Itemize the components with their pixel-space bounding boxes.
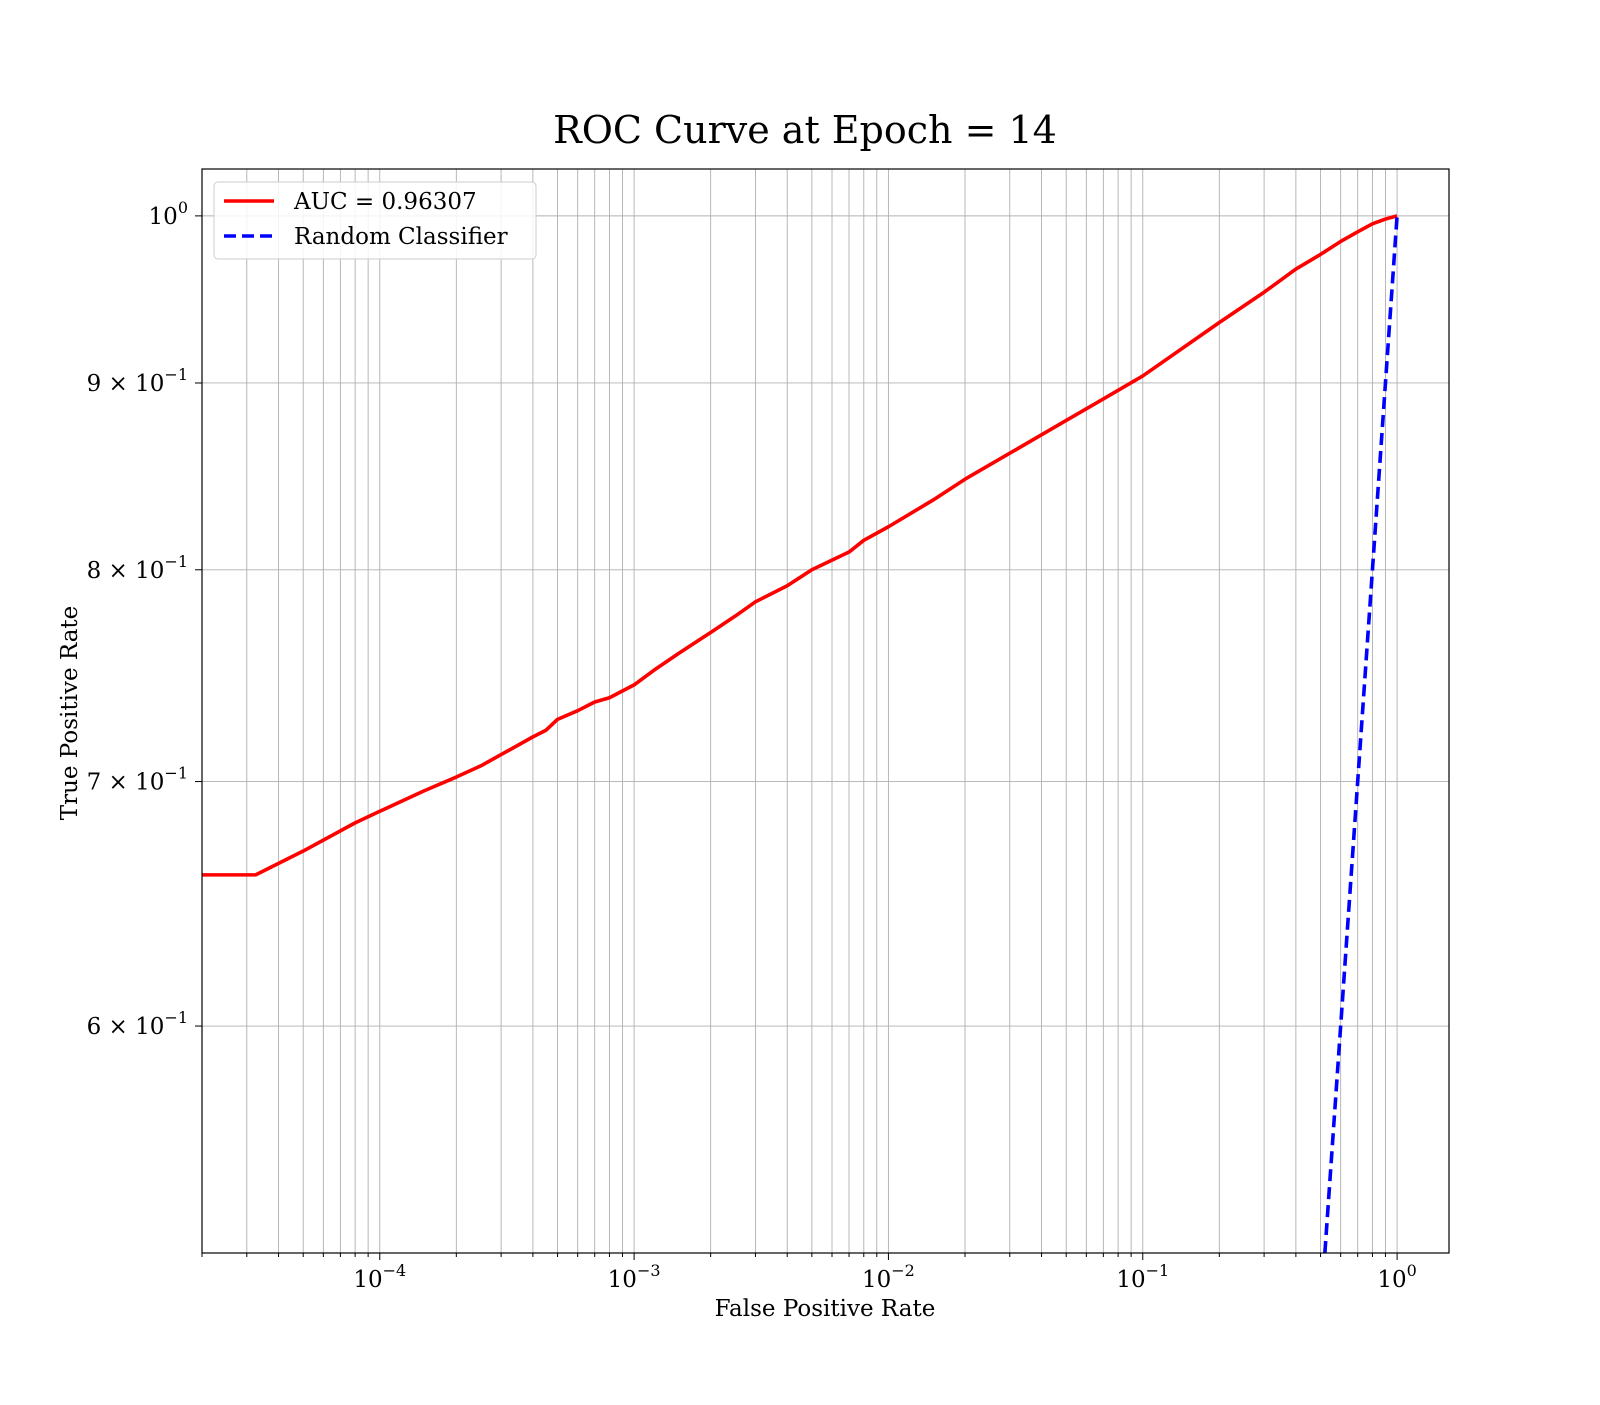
y-tick-label: 6 × 10−1 [87, 1008, 188, 1040]
x-axis-label: False Positive Rate [715, 1296, 936, 1322]
y-tick-label: 100 [149, 198, 188, 230]
roc-curve-line [202, 214, 1398, 877]
series-layer [202, 214, 1399, 1253]
y-tick-label: 7 × 10−1 [87, 764, 188, 796]
x-tick-label: 10−4 [353, 1261, 406, 1293]
legend-box [213, 181, 537, 260]
legend-label: Random Classifier [294, 224, 508, 250]
legend: AUC = 0.96307 Random Classifier [213, 181, 537, 260]
plot-frame [201, 168, 1450, 1254]
grid [201, 169, 1449, 1253]
x-tick-label: 10−3 [608, 1261, 661, 1293]
x-tick-label: 10−2 [862, 1261, 915, 1293]
ticks: 10−4 10−3 10−2 10−1 100 6 × 10−1 7 × 10−1 8 × 1… [87, 198, 1417, 1293]
x-tick-label: 100 [1377, 1261, 1416, 1293]
chart-title: ROC Curve at Epoch = 14 [553, 108, 1057, 152]
y-tick-label: 9 × 10−1 [87, 365, 188, 397]
random-classifier-line [1323, 215, 1399, 1253]
y-tick-label: 8 × 10−1 [87, 552, 188, 584]
y-axis-label: True Positive Rate [57, 606, 83, 821]
x-tick-label: 10−1 [1116, 1261, 1169, 1293]
legend-label: AUC = 0.96307 [293, 189, 477, 215]
